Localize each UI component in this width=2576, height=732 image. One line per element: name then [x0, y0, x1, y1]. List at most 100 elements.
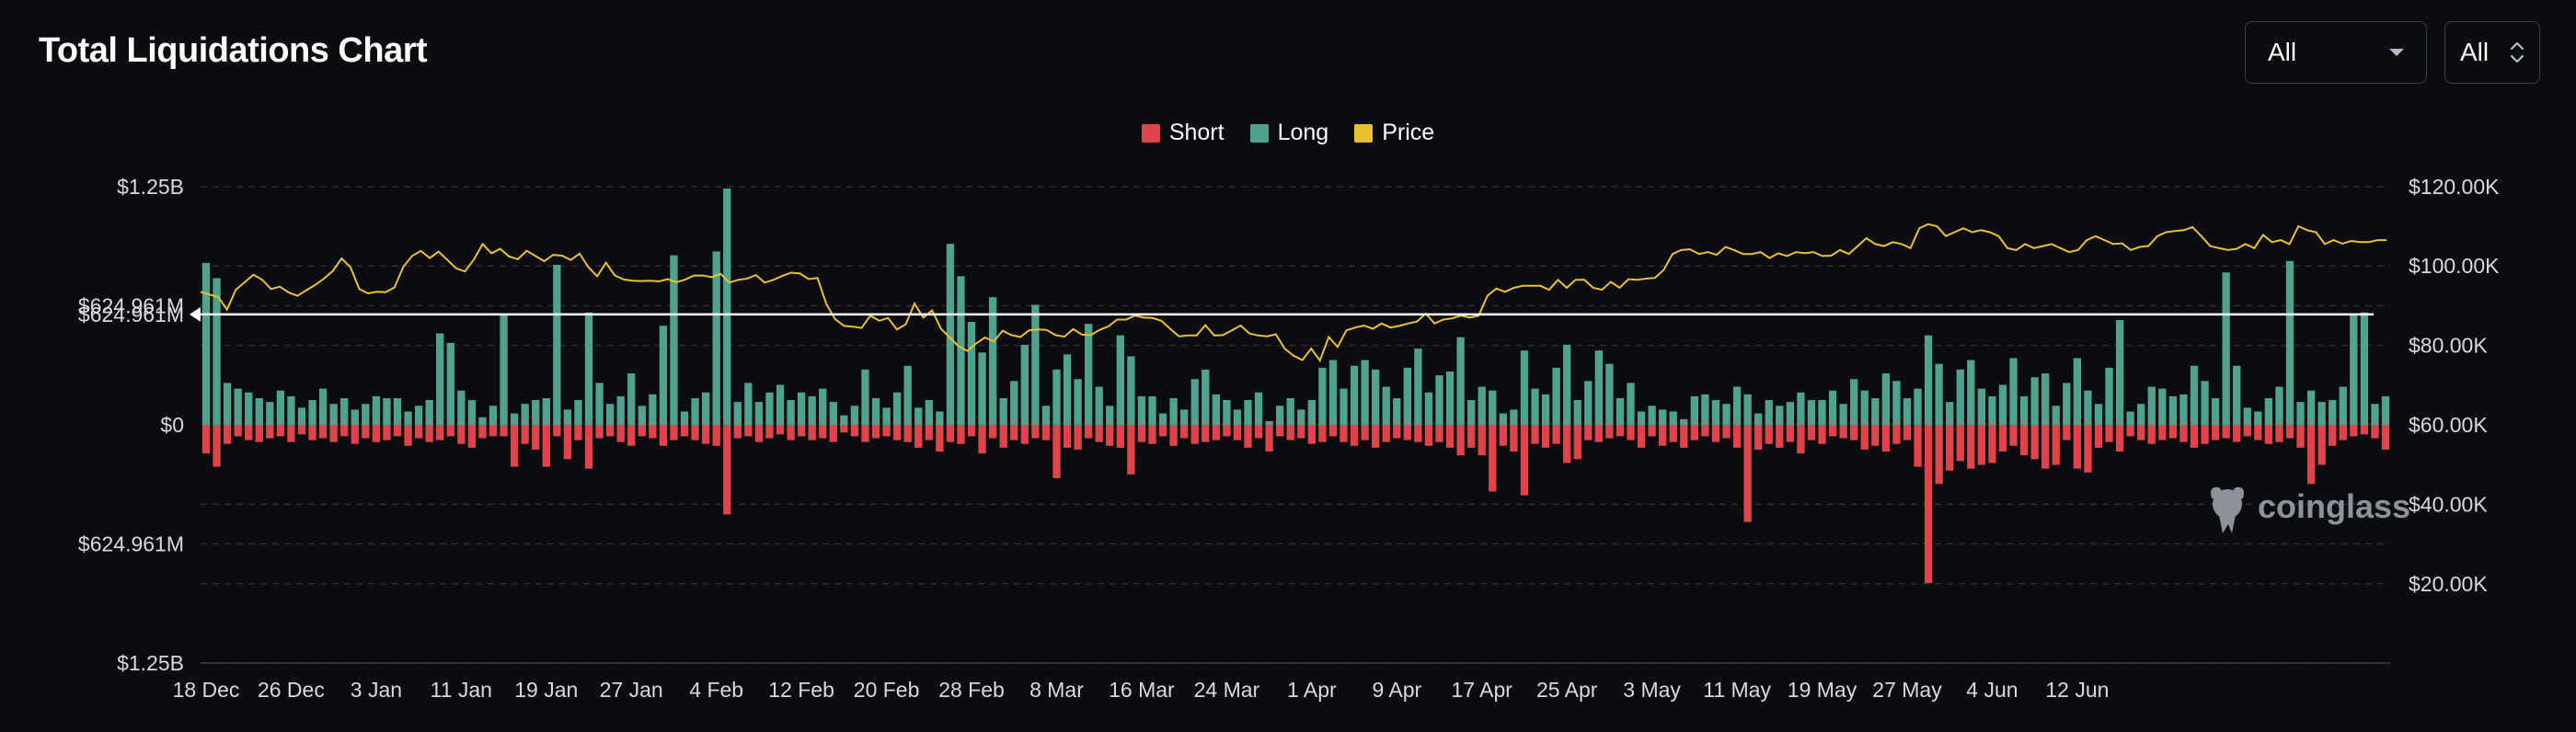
short-bar [1839, 425, 1847, 439]
long-bar [1307, 400, 1316, 425]
long-bar [1680, 418, 1688, 425]
short-bar [1499, 425, 1507, 446]
long-bar [1732, 386, 1742, 425]
short-bar [1659, 425, 1667, 446]
long-bar [1807, 400, 1816, 425]
short-bar [1594, 425, 1604, 442]
x-tick-label: 4 Feb [689, 678, 743, 702]
long-bar [797, 392, 806, 425]
long-bar [1148, 395, 1156, 425]
short-bar [1563, 425, 1571, 463]
x-tick-label: 19 May [1788, 678, 1857, 702]
long-bar [1424, 392, 1433, 425]
short-bar [1190, 425, 1199, 444]
long-bar [2222, 272, 2230, 425]
long-bar [1998, 384, 2007, 425]
long-bar [659, 326, 668, 425]
short-bar [340, 425, 349, 437]
legend-item-short[interactable]: Short [1141, 120, 1225, 146]
x-tick-label: 27 Jan [600, 678, 663, 702]
short-bar [1977, 425, 1986, 465]
chart-legend: Short Long Price [0, 120, 2576, 146]
long-bar [1254, 392, 1263, 425]
long-bar [1212, 394, 1220, 425]
long-bar [1648, 406, 1656, 425]
long-bar [1722, 404, 1731, 425]
long-bar [691, 397, 699, 425]
y-left-tick-label: $1.25B [117, 175, 184, 199]
long-bar [510, 413, 519, 425]
x-tick-label: 12 Feb [768, 678, 834, 702]
short-bar [1340, 425, 1348, 442]
short-bar [723, 425, 731, 515]
short-bar [2371, 425, 2379, 439]
exchange-select[interactable]: All [2444, 21, 2540, 84]
short-bar [1892, 425, 1901, 444]
short-bar [957, 425, 965, 444]
x-tick-label: 4 Jun [1966, 678, 2018, 702]
short-bar [1680, 425, 1688, 448]
short-bar [2105, 425, 2113, 442]
long-bar [351, 409, 359, 425]
short-bar [925, 425, 933, 440]
x-tick-label: 9 Apr [1372, 678, 1421, 702]
short-bar [1158, 425, 1167, 437]
long-bar [1946, 402, 1954, 425]
x-tick-label: 19 Jan [514, 678, 578, 702]
short-bar [2063, 425, 2071, 440]
long-bar [1956, 369, 1964, 425]
long-bar [563, 409, 572, 425]
short-bar [383, 425, 391, 440]
short-bar [1903, 425, 1912, 440]
coinglass-logo-icon [2211, 486, 2244, 533]
short-bar [903, 425, 912, 442]
y-left-tick-label: $0 [160, 413, 184, 437]
short-bar [1414, 425, 1422, 442]
short-bar [2158, 425, 2167, 440]
legend-item-price[interactable]: Price [1354, 120, 1434, 146]
short-bar [2115, 425, 2124, 452]
legend-item-long[interactable]: Long [1249, 120, 1328, 146]
long-bar [1754, 413, 1763, 425]
short-bar [733, 425, 742, 439]
short-bar [936, 425, 944, 452]
long-bar [733, 402, 742, 425]
long-bar [903, 365, 912, 425]
long-bar [723, 189, 731, 425]
y-right-tick-label: $60.00K [2409, 413, 2488, 437]
long-bar [404, 411, 412, 425]
logo-body [2211, 486, 2244, 533]
long-bar [808, 395, 816, 425]
short-bar [1318, 425, 1327, 442]
x-tick-label: 28 Feb [938, 678, 1005, 702]
long-bar [255, 397, 263, 425]
short-bar [1031, 425, 1040, 439]
short-bar [2126, 425, 2134, 437]
long-bar [1372, 369, 1380, 425]
short-bar [1743, 425, 1752, 522]
x-tick-label: 17 Apr [1451, 678, 1512, 702]
x-tick-label: 11 May [1703, 678, 1771, 702]
short-bar [467, 425, 477, 448]
short-bar [2339, 425, 2347, 440]
short-bar [1393, 425, 1401, 439]
long-bar [871, 397, 880, 425]
short-bar [840, 425, 848, 433]
x-tick-label: 16 Mar [1109, 678, 1175, 702]
long-bar [1169, 397, 1178, 425]
long-bar [819, 388, 827, 425]
short-bar [574, 425, 582, 440]
short-bar [1041, 425, 1051, 440]
long-bar [1616, 397, 1625, 425]
short-bar [914, 425, 923, 448]
long-bar [850, 406, 859, 425]
short-bar [2030, 425, 2039, 460]
short-bar [1669, 425, 1677, 442]
long-bar [1669, 411, 1677, 425]
symbol-select[interactable]: All [2245, 21, 2427, 84]
short-bar [871, 425, 880, 439]
short-bar [1711, 425, 1720, 442]
short-bar [404, 425, 412, 446]
long-bar [946, 244, 955, 425]
